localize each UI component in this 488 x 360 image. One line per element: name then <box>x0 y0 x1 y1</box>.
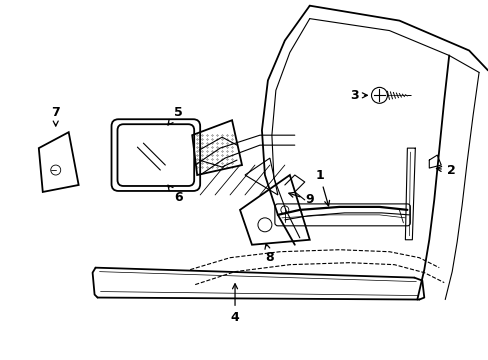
Text: 6: 6 <box>167 185 182 204</box>
Text: 8: 8 <box>264 244 274 264</box>
FancyBboxPatch shape <box>111 119 200 191</box>
Text: 4: 4 <box>230 284 239 324</box>
Text: 2: 2 <box>435 163 455 176</box>
Text: 7: 7 <box>51 106 60 126</box>
FancyBboxPatch shape <box>274 204 409 226</box>
Text: 5: 5 <box>167 106 182 125</box>
FancyBboxPatch shape <box>117 124 194 186</box>
Text: 1: 1 <box>315 168 329 206</box>
Text: 3: 3 <box>349 89 366 102</box>
Text: 9: 9 <box>288 192 313 206</box>
FancyBboxPatch shape <box>117 124 194 186</box>
